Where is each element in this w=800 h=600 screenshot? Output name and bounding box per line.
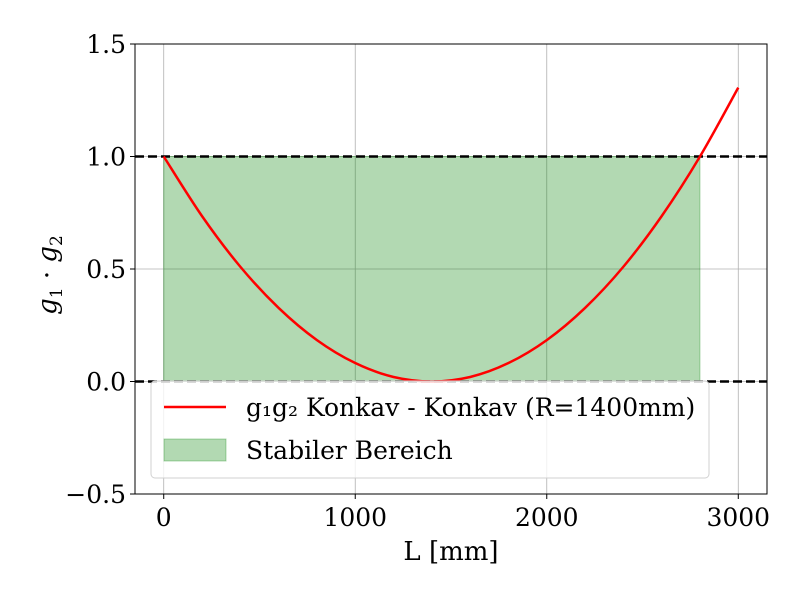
x-axis-label: L [mm] [403, 537, 498, 567]
axis-ticks: 0 1000 2000 3000 −0.5 0.0 0.5 1.0 1.5 [65, 30, 770, 532]
y-axis-label: g1 · g2 [33, 235, 67, 315]
series-layer [162, 87, 740, 383]
x-tick-label: 2000 [515, 503, 579, 532]
x-tick-label: 3000 [706, 503, 770, 532]
y-tick-label: 1.5 [86, 30, 126, 59]
stable-region [163, 156, 701, 382]
legend-series-label: g₁g₂ Konkav - Konkav (R=1400mm) [246, 393, 695, 422]
y-tick-label: 0.5 [86, 255, 126, 284]
legend-region-label: Stabiler Bereich [246, 436, 453, 465]
x-tick-label: 0 [156, 503, 172, 532]
series-line [162, 87, 740, 383]
stable-region-layer [163, 156, 701, 382]
legend-region-swatch [163, 438, 227, 462]
y-tick-label: −0.5 [65, 480, 126, 509]
y-tick-label: 1.0 [86, 143, 126, 172]
legend-box [150, 380, 710, 479]
y-tick-label: 0.0 [86, 368, 126, 397]
legend: g₁g₂ Konkav - Konkav (R=1400mm) Stabiler… [150, 380, 710, 479]
x-tick-label: 1000 [323, 503, 387, 532]
